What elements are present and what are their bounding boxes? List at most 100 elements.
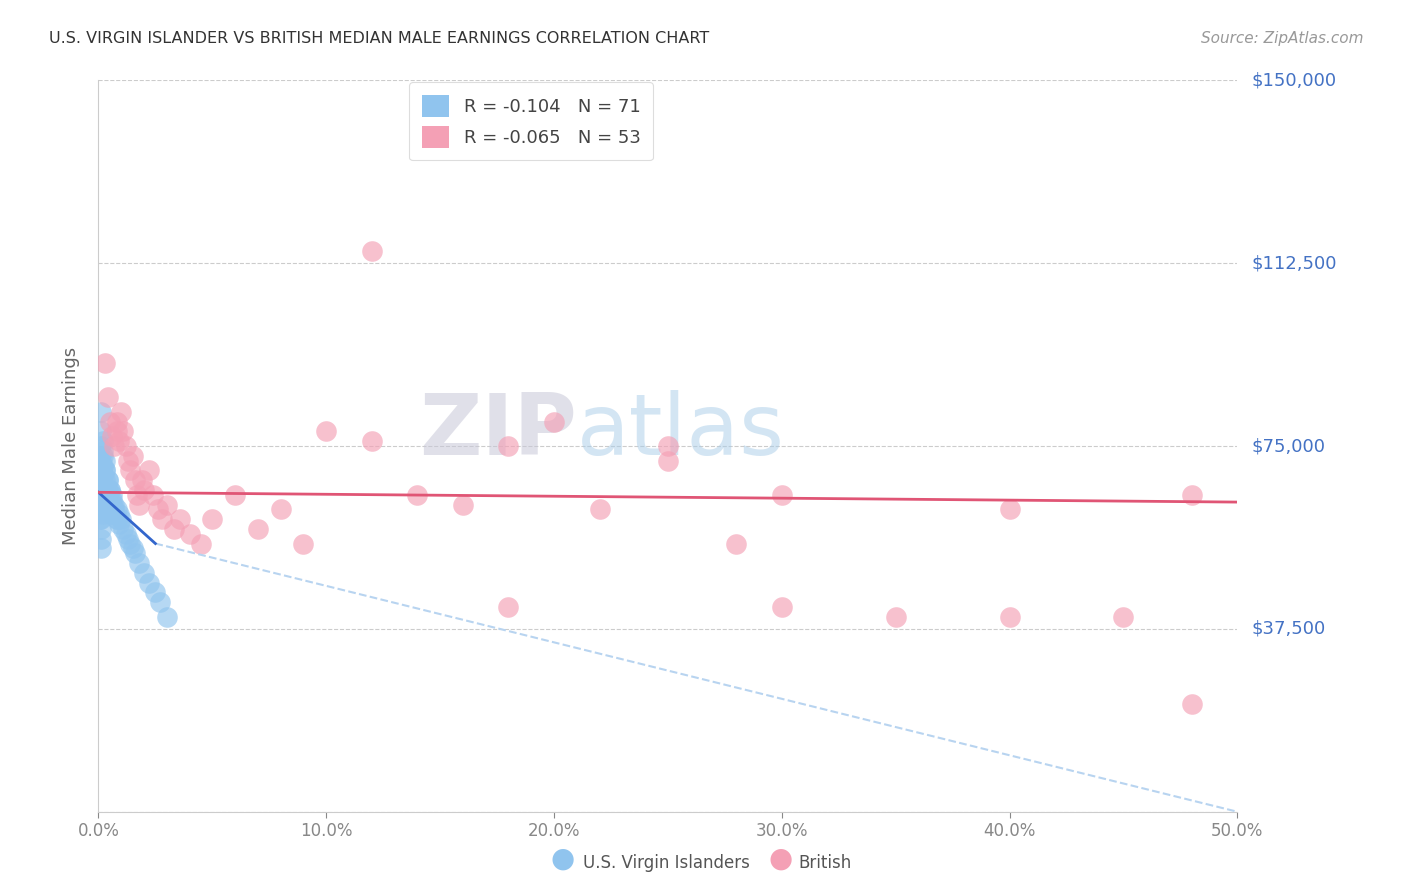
Point [105, 415, 128, 429]
Text: $150,000: $150,000 [1251, 71, 1336, 89]
Point [94, 492, 117, 507]
Point [96, 473, 118, 487]
Point [770, 599, 793, 614]
Point [149, 595, 172, 609]
Point [90, 463, 112, 477]
Point [90, 492, 112, 507]
Point [101, 492, 124, 507]
Point [89, 502, 111, 516]
Legend: R = -0.104   N = 71, R = -0.065   N = 53: R = -0.104 N = 71, R = -0.065 N = 53 [409, 82, 652, 161]
Point [121, 541, 143, 556]
Point [90, 541, 112, 556]
Point [96, 492, 118, 507]
Point [105, 502, 128, 516]
Point [94, 453, 117, 467]
Text: ●: ● [550, 845, 575, 872]
Point [156, 609, 179, 624]
Point [91, 478, 114, 492]
Point [498, 439, 520, 453]
Point [146, 502, 169, 516]
Point [90, 512, 112, 526]
Point [292, 536, 315, 550]
Point [89, 512, 111, 526]
Point [406, 488, 429, 502]
Point [110, 512, 132, 526]
Point [89, 483, 111, 497]
Point [98, 502, 121, 516]
Point [98, 483, 121, 497]
Point [101, 429, 124, 443]
Point [543, 415, 565, 429]
Point [89, 492, 111, 507]
Text: ZIP: ZIP [419, 390, 576, 473]
Point [90, 483, 112, 497]
Text: U.S. Virgin Islanders: U.S. Virgin Islanders [583, 855, 751, 872]
Point [103, 498, 125, 512]
Text: ●: ● [768, 845, 793, 872]
Point [90, 453, 112, 467]
Point [90, 532, 112, 546]
Text: $112,500: $112,500 [1251, 254, 1337, 272]
Point [132, 566, 155, 580]
Point [105, 512, 128, 526]
Point [246, 522, 269, 536]
Text: $37,500: $37,500 [1251, 620, 1326, 638]
Text: $75,000: $75,000 [1251, 437, 1326, 455]
Point [138, 463, 160, 477]
Text: Source: ZipAtlas.com: Source: ZipAtlas.com [1201, 31, 1364, 46]
Text: atlas: atlas [576, 390, 785, 473]
Point [91, 443, 114, 458]
Point [110, 405, 132, 419]
Point [94, 483, 117, 497]
Point [103, 502, 125, 516]
Text: U.S. VIRGIN ISLANDER VS BRITISH MEDIAN MALE EARNINGS CORRELATION CHART: U.S. VIRGIN ISLANDER VS BRITISH MEDIAN M… [49, 31, 710, 46]
Point [94, 502, 117, 516]
Point [91, 508, 114, 522]
Point [94, 473, 117, 487]
Point [117, 453, 139, 467]
Point [124, 546, 146, 560]
Point [94, 463, 117, 477]
Point [91, 449, 114, 463]
Point [169, 512, 191, 526]
Point [270, 502, 292, 516]
Point [138, 575, 160, 590]
Y-axis label: Median Male Earnings: Median Male Earnings [62, 347, 80, 545]
Point [127, 488, 149, 502]
Point [90, 405, 112, 419]
Point [96, 483, 118, 497]
Point [162, 522, 184, 536]
Point [315, 425, 337, 439]
Point [91, 468, 114, 483]
Point [90, 492, 112, 507]
Point [90, 522, 112, 536]
Point [108, 516, 131, 531]
Point [1181, 698, 1204, 712]
Point [112, 522, 135, 536]
Point [657, 453, 679, 467]
Point [91, 498, 114, 512]
Point [91, 488, 114, 502]
Point [96, 502, 118, 516]
Point [90, 502, 112, 516]
Point [90, 463, 112, 477]
Point [998, 609, 1021, 624]
Point [145, 585, 167, 599]
Point [588, 502, 610, 516]
Point [120, 463, 142, 477]
Point [201, 512, 224, 526]
Point [1112, 609, 1135, 624]
Point [90, 425, 112, 439]
Point [132, 483, 155, 497]
Point [91, 434, 114, 449]
Point [91, 458, 114, 473]
Point [190, 536, 212, 550]
Point [103, 508, 125, 522]
Point [498, 599, 520, 614]
Point [451, 498, 474, 512]
Point [156, 498, 179, 512]
Point [657, 439, 679, 453]
Point [101, 508, 124, 522]
Point [179, 526, 201, 541]
Point [128, 498, 150, 512]
